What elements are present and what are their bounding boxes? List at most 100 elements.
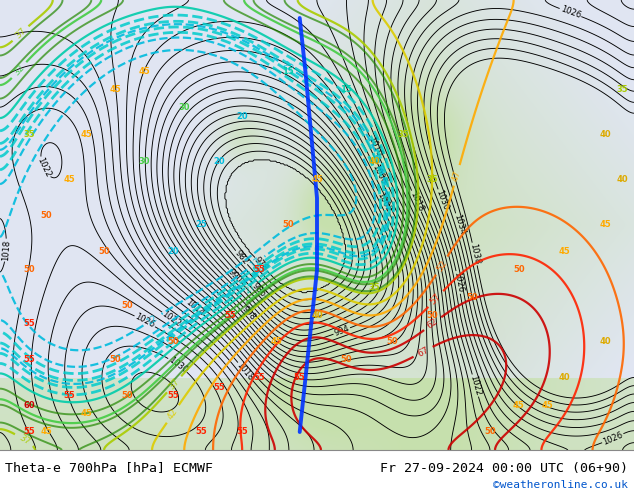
Text: 45: 45 [110, 85, 121, 95]
Text: 1006: 1006 [370, 163, 387, 186]
Text: 45: 45 [559, 247, 571, 256]
Text: 50: 50 [121, 301, 133, 311]
Text: 50: 50 [467, 293, 479, 301]
Text: 20: 20 [167, 247, 179, 256]
Text: 1026: 1026 [452, 271, 465, 294]
Text: 55: 55 [254, 266, 265, 274]
Text: 55: 55 [167, 392, 179, 400]
Text: 1018: 1018 [235, 361, 256, 383]
Text: 1002: 1002 [375, 191, 392, 213]
Text: 50: 50 [121, 392, 133, 400]
Text: 35: 35 [398, 130, 410, 140]
Text: 1034: 1034 [452, 213, 467, 236]
Text: 45: 45 [271, 338, 283, 346]
Text: 27: 27 [243, 282, 257, 296]
Text: 45: 45 [311, 175, 323, 185]
Text: 978: 978 [252, 255, 269, 273]
Text: 60: 60 [23, 400, 35, 410]
Text: 37: 37 [167, 377, 181, 392]
Text: 55: 55 [23, 427, 35, 437]
Text: 20: 20 [236, 113, 248, 122]
Text: 67: 67 [416, 345, 430, 358]
Text: 1022: 1022 [469, 374, 482, 397]
Text: 55: 55 [254, 373, 265, 383]
Text: 55: 55 [224, 311, 236, 319]
Text: 22: 22 [280, 60, 294, 74]
Text: 1026: 1026 [602, 430, 624, 447]
Text: 994: 994 [333, 324, 351, 338]
Text: 45: 45 [81, 130, 93, 140]
Text: 30: 30 [138, 157, 150, 167]
Text: Theta-e 700hPa [hPa] ECMWF: Theta-e 700hPa [hPa] ECMWF [5, 462, 213, 474]
Text: 50: 50 [23, 266, 35, 274]
Text: 1018: 1018 [408, 190, 425, 213]
Text: 40: 40 [617, 175, 628, 185]
Text: 50: 50 [513, 266, 524, 274]
Text: 1018: 1018 [1, 239, 11, 261]
Text: 982: 982 [233, 248, 250, 267]
Text: 55: 55 [196, 427, 207, 437]
Text: 55: 55 [23, 319, 35, 328]
Text: Fr 27-09-2024 00:00 UTC (06+90): Fr 27-09-2024 00:00 UTC (06+90) [380, 462, 628, 474]
Text: 40: 40 [559, 373, 571, 383]
Text: 45: 45 [513, 400, 524, 410]
Text: 50: 50 [386, 338, 398, 346]
Text: 32: 32 [230, 302, 245, 317]
Text: 998: 998 [240, 305, 257, 322]
Text: 1038: 1038 [468, 243, 481, 266]
Text: 45: 45 [599, 220, 611, 229]
Text: 35: 35 [427, 175, 438, 185]
Text: 25: 25 [196, 220, 207, 229]
Text: 45: 45 [138, 68, 150, 76]
Text: 17: 17 [249, 256, 263, 270]
Text: 990: 990 [226, 267, 243, 285]
Text: 55: 55 [63, 392, 75, 400]
Text: 50: 50 [484, 427, 496, 437]
Text: 55: 55 [294, 373, 306, 383]
Text: 55: 55 [236, 427, 248, 437]
Text: 40: 40 [369, 157, 380, 167]
Text: 47: 47 [451, 169, 463, 182]
Text: 57: 57 [429, 292, 443, 306]
Text: 1030: 1030 [167, 355, 189, 375]
Text: 986: 986 [250, 281, 268, 299]
Text: 12: 12 [145, 313, 160, 326]
Text: 1014: 1014 [183, 297, 205, 318]
Text: 1010: 1010 [366, 136, 383, 158]
Text: 50: 50 [110, 356, 121, 365]
Text: 50: 50 [98, 247, 110, 256]
Text: 20: 20 [213, 157, 225, 167]
Text: 32: 32 [12, 63, 26, 77]
Text: 37: 37 [17, 433, 32, 446]
Text: 35: 35 [23, 130, 35, 140]
Text: 15: 15 [340, 85, 352, 95]
Text: 1026: 1026 [559, 4, 582, 21]
Text: 1022: 1022 [35, 156, 52, 179]
Text: 15: 15 [282, 68, 294, 76]
Text: 40: 40 [599, 130, 611, 140]
Text: 50: 50 [167, 338, 179, 346]
Text: 50: 50 [282, 220, 294, 229]
Text: 55: 55 [23, 356, 35, 365]
Text: 45: 45 [81, 410, 93, 418]
Text: 40: 40 [599, 338, 611, 346]
Text: 50: 50 [427, 311, 438, 319]
Text: 50: 50 [41, 212, 52, 220]
Text: 37: 37 [13, 26, 28, 41]
Text: 30: 30 [179, 103, 190, 113]
Text: 1030: 1030 [434, 189, 450, 212]
Text: 55: 55 [213, 383, 225, 392]
Text: 62: 62 [425, 317, 440, 331]
Text: 35: 35 [617, 85, 628, 95]
Text: 52: 52 [435, 258, 448, 273]
Text: 35: 35 [369, 284, 380, 293]
Text: 45: 45 [541, 400, 553, 410]
Text: 42: 42 [166, 407, 179, 421]
Text: 45: 45 [40, 427, 52, 437]
Text: 1026: 1026 [133, 312, 157, 330]
Text: 50: 50 [340, 356, 352, 365]
Text: 1022: 1022 [160, 309, 183, 328]
Text: ©weatheronline.co.uk: ©weatheronline.co.uk [493, 480, 628, 490]
Text: 45: 45 [63, 175, 75, 185]
Text: 40: 40 [311, 311, 323, 319]
